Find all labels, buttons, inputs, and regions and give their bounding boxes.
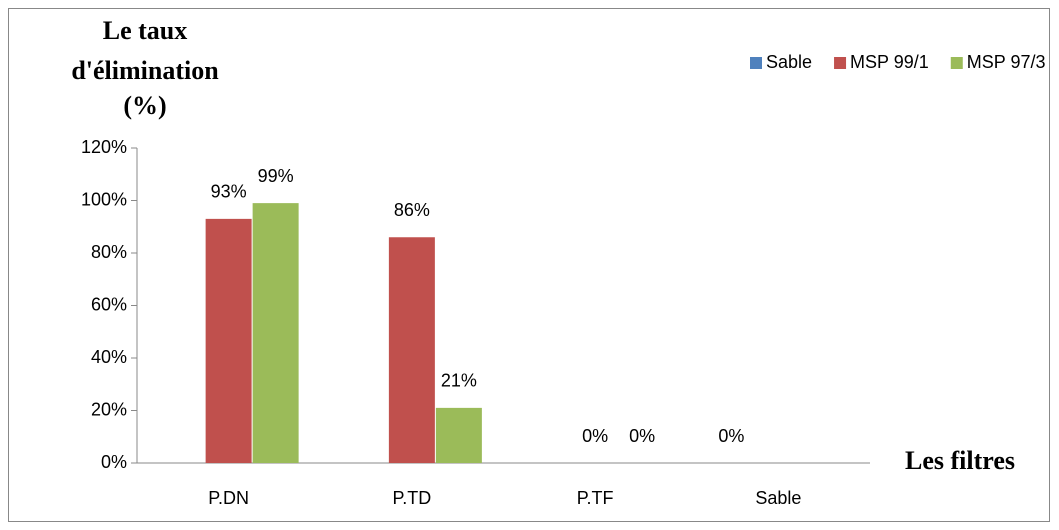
bar [435,407,482,463]
legend-swatch [750,57,762,69]
y-axis-label: d'élimination [71,56,219,85]
data-label: 93% [211,182,247,202]
x-tick-label: P.TF [577,488,614,508]
data-label: 0% [718,426,744,446]
chart-border [8,8,1050,522]
data-label: 0% [582,426,608,446]
y-tick-label: 40% [91,347,127,367]
y-tick-label: 100% [81,189,127,209]
data-label: 0% [629,426,655,446]
y-tick-label: 80% [91,242,127,262]
data-label: 99% [258,166,294,186]
y-tick-label: 60% [91,294,127,314]
bar [205,218,252,463]
x-tick-label: Sable [755,488,801,508]
y-axis-label: Le taux [103,16,188,45]
x-axis-label: Les filtres [905,446,1015,475]
y-tick-label: 20% [91,399,127,419]
data-label: 21% [441,371,477,391]
legend-label: MSP 97/3 [967,52,1046,72]
legend-label: Sable [766,52,812,72]
bar [252,203,299,463]
y-tick-label: 120% [81,137,127,157]
legend-swatch [834,57,847,69]
x-tick-label: P.DN [208,488,249,508]
legend-swatch [950,57,963,69]
bar [388,237,435,463]
legend-label: MSP 99/1 [850,52,929,72]
y-tick-label: 0% [101,452,127,472]
x-tick-label: P.TD [393,488,432,508]
data-label: 86% [394,200,430,220]
y-axis-label: (%) [123,91,166,120]
